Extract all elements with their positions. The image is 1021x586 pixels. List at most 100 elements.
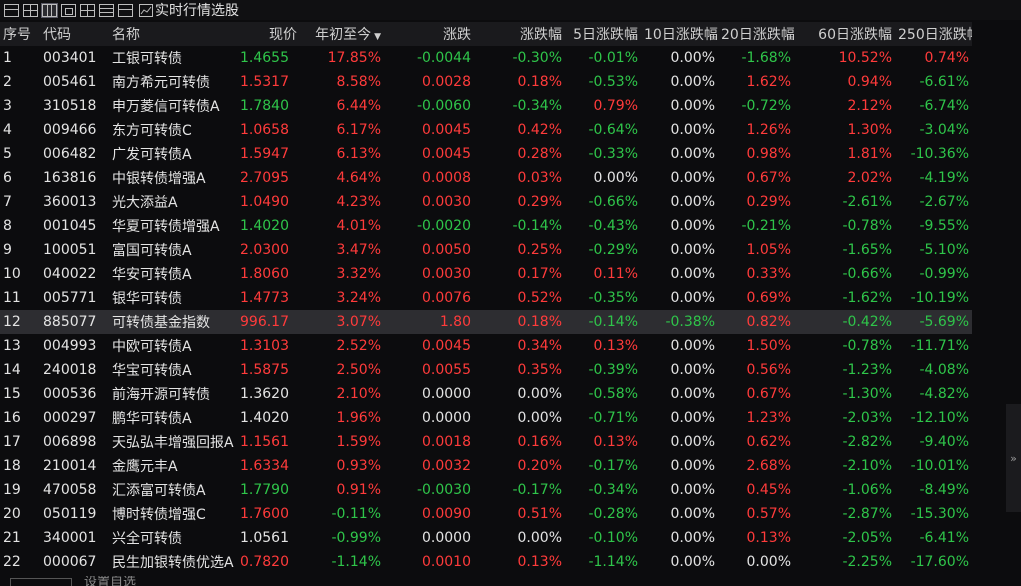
cell-d250: -9.40% [919,434,969,450]
col-header-d10[interactable]: 10日涨跌幅 [644,27,718,43]
cell-name: 前海开源可转债 [112,387,210,403]
col-header-pct[interactable]: 涨跌幅 [520,27,562,43]
cell-price: 1.0490 [240,194,289,210]
col-header-code[interactable]: 代码 [43,27,71,43]
cell-idx: 22 [3,554,21,570]
table-row[interactable]: 1 003401 工银可转债 1.4655 17.85% -0.0044 -0.30% -0.… [0,46,972,70]
table-row[interactable]: 14 240018 华宝可转债A 1.5875 2.50% 0.0055 0.35% -0.3… [0,358,972,382]
table-row[interactable]: 18 210014 金鹰元丰A 1.6334 0.93% 0.0032 0.20% -0.17… [0,454,972,478]
col-header-d20[interactable]: 20日涨跌幅 [721,27,794,43]
cell-d10: 0.00% [670,338,715,354]
layout-inset-icon[interactable] [61,3,76,17]
table-row[interactable]: 4 009466 东方可转债C 1.0658 6.17% 0.0045 0.42% -0.64… [0,118,972,142]
table-row[interactable]: 22 000067 民生加银转债优选A 0.7820 -1.14% 0.0010 0.13%… [0,550,972,574]
table-row[interactable]: 21 340001 兴全可转债 1.0561 -0.99% 0.0000 0.00% -0.1… [0,526,972,550]
cell-d20: -0.72% [741,98,791,114]
cell-name: 光大添益A [112,195,178,211]
col-header-d5[interactable]: 5日涨跌幅 [573,27,638,43]
table-header: 序号 代码 名称 现价 年初至今 ▼ 涨跌 涨跌幅 5日涨跌幅 10日涨跌幅 20… [0,22,972,46]
cell-idx: 1 [3,50,12,66]
cell-d60: 10.52% [838,50,892,66]
col-header-ytd[interactable]: 年初至今 ▼ [300,24,384,44]
table-row[interactable]: 6 163816 中银转债增强A 2.7095 4.64% 0.0008 0.03% 0.00… [0,166,972,190]
cell-d10: 0.00% [670,74,715,90]
cell-chg: -0.0020 [416,218,471,234]
cell-code: 050119 [43,506,97,522]
cell-name: 博时转债增强C [112,507,206,523]
cell-d60: -0.78% [842,338,892,354]
side-panel-toggle[interactable]: » [1006,404,1021,512]
layout-2-icon[interactable] [23,3,38,17]
cell-code: 004993 [43,338,97,354]
col-header-idx[interactable]: 序号 [3,27,31,43]
table-row[interactable]: 8 001045 华夏可转债增强A 1.4020 4.01% -0.0020 -0.14% -… [0,214,972,238]
layout-6-icon[interactable] [118,3,133,17]
cell-d10: 0.00% [670,122,715,138]
cell-chg: -0.0044 [416,50,471,66]
col-header-chg[interactable]: 涨跌 [443,27,471,43]
set-watchlist-label[interactable]: 设置自选 [84,576,137,586]
cell-d250: -6.61% [919,74,969,90]
table-row[interactable]: 7 360013 光大添益A 1.0490 4.23% 0.0030 0.29% -0.66%… [0,190,972,214]
cell-d5: -0.29% [588,242,638,258]
cell-pct: -0.34% [512,98,562,114]
col-header-d250[interactable]: 250日涨跌幅 [898,27,972,43]
add-watchlist-icon[interactable] [10,578,72,586]
cell-d10: 0.00% [670,410,715,426]
cell-d20: 2.68% [746,458,791,474]
cell-price: 1.3620 [240,386,289,402]
cell-d60: -2.87% [842,506,892,522]
col-header-d60[interactable]: 60日涨跌幅 [818,27,892,43]
cell-d60: 1.30% [847,122,892,138]
cell-d5: 0.79% [593,98,638,114]
cell-ytd: 3.32% [336,266,381,282]
cell-d250: -6.74% [919,98,969,114]
layout-5-icon[interactable] [99,3,114,17]
cell-d60: -1.62% [842,290,892,306]
table-row[interactable]: 5 006482 广发可转债A 1.5947 6.13% 0.0045 0.28% -0.33… [0,142,972,166]
table-row[interactable]: 12 885077 可转债基金指数 996.17 3.07% 1.80 0.18% -0.14… [0,310,972,334]
cell-d60: -0.78% [842,218,892,234]
cell-name: 华夏可转债增强A [112,219,220,235]
cell-d20: 1.50% [746,338,791,354]
table-row[interactable]: 3 310518 申万菱信可转债A 1.7840 6.44% -0.0060 -0.34% 0… [0,94,972,118]
table-row[interactable]: 16 000297 鹏华可转债A 1.4020 1.96% 0.0000 0.00% -0.7… [0,406,972,430]
table-row[interactable]: 13 004993 中欧可转债A 1.3103 2.52% 0.0045 0.34% 0.13… [0,334,972,358]
cell-d5: -1.14% [588,554,638,570]
cell-d5: -0.17% [588,458,638,474]
cell-d5: 0.13% [593,434,638,450]
table-row[interactable]: 17 006898 天弘弘丰增强回报A 1.1561 1.59% 0.0018 0.16% 0… [0,430,972,454]
cell-chg: -0.0060 [416,98,471,114]
layout-table-icon[interactable] [41,2,58,18]
table-row[interactable]: 19 470058 汇添富可转债A 1.7790 0.91% -0.0030 -0.17% -… [0,478,972,502]
cell-d20: 1.23% [746,410,791,426]
cell-chg: 0.0032 [422,458,471,474]
cell-d250: -5.10% [919,242,969,258]
cell-ytd: 6.17% [336,122,381,138]
layout-1-icon[interactable] [4,3,19,17]
cell-d250: -2.67% [919,194,969,210]
table-row[interactable]: 2 005461 南方希元可转债 1.5317 8.58% 0.0028 0.18% -0.5… [0,70,972,94]
cell-d10: 0.00% [670,362,715,378]
table-row[interactable]: 9 100051 富国可转债A 2.0300 3.47% 0.0050 0.25% -0.29… [0,238,972,262]
table-row[interactable]: 15 000536 前海开源可转债 1.3620 2.10% 0.0000 0.00% -0.… [0,382,972,406]
cell-d60: -1.30% [842,386,892,402]
table-row[interactable]: 11 005771 银华可转债 1.4773 3.24% 0.0076 0.52% -0.35… [0,286,972,310]
cell-d60: -2.10% [842,458,892,474]
cell-ytd: 2.50% [336,362,381,378]
cell-d5: 0.00% [593,170,638,186]
cell-ytd: 4.01% [336,218,381,234]
cell-pct: 0.13% [517,554,562,570]
table-row[interactable]: 20 050119 博时转债增强C 1.7600 -0.11% 0.0090 0.51% -0… [0,502,972,526]
col-header-name[interactable]: 名称 [112,27,140,43]
col-header-price[interactable]: 现价 [269,27,297,43]
layout-4-icon[interactable] [80,3,95,17]
cell-idx: 18 [3,458,21,474]
cell-d250: -10.19% [910,290,969,306]
cell-d60: -1.06% [842,482,892,498]
stock-screener-button[interactable]: 实时行情选股 [139,0,239,20]
table-row[interactable]: 10 040022 华安可转债A 1.8060 3.32% 0.0030 0.17% 0.11… [0,262,972,286]
cell-chg: 0.0076 [422,290,471,306]
cell-price: 1.4655 [240,50,289,66]
cell-pct: 0.00% [517,386,562,402]
